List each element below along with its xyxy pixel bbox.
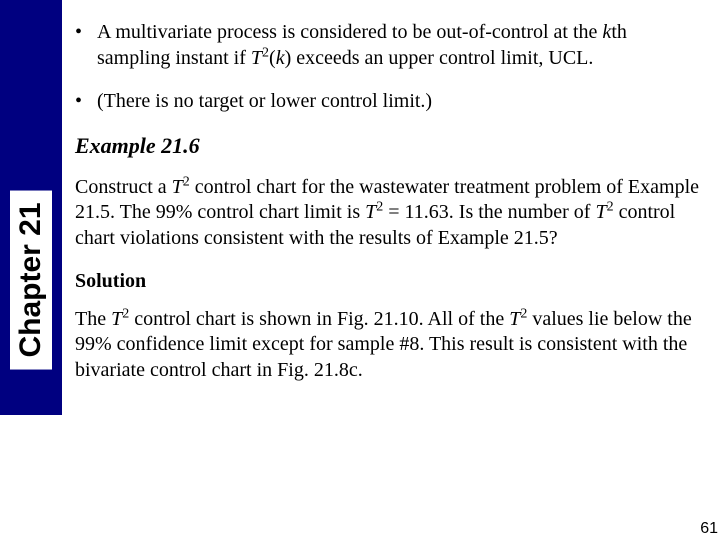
bullet-2: • (There is no target or lower control l… — [75, 89, 702, 115]
bullet-dot: • — [75, 89, 97, 115]
bullet-dot: • — [75, 20, 97, 71]
example-body: Construct a T2 control chart for the was… — [75, 175, 702, 252]
example-heading: Example 21.6 — [75, 133, 702, 159]
solution-body: The T2 control chart is shown in Fig. 21… — [75, 307, 702, 384]
solution-heading: Solution — [75, 270, 702, 293]
chapter-label: Chapter 21 — [10, 190, 52, 369]
page-number: 61 — [700, 520, 718, 538]
bullet-1: • A multivariate process is considered t… — [75, 20, 702, 71]
slide-content: • A multivariate process is considered t… — [75, 20, 702, 401]
bullet-1-text: A multivariate process is considered to … — [97, 20, 702, 71]
bullet-2-text: (There is no target or lower control lim… — [97, 89, 702, 115]
